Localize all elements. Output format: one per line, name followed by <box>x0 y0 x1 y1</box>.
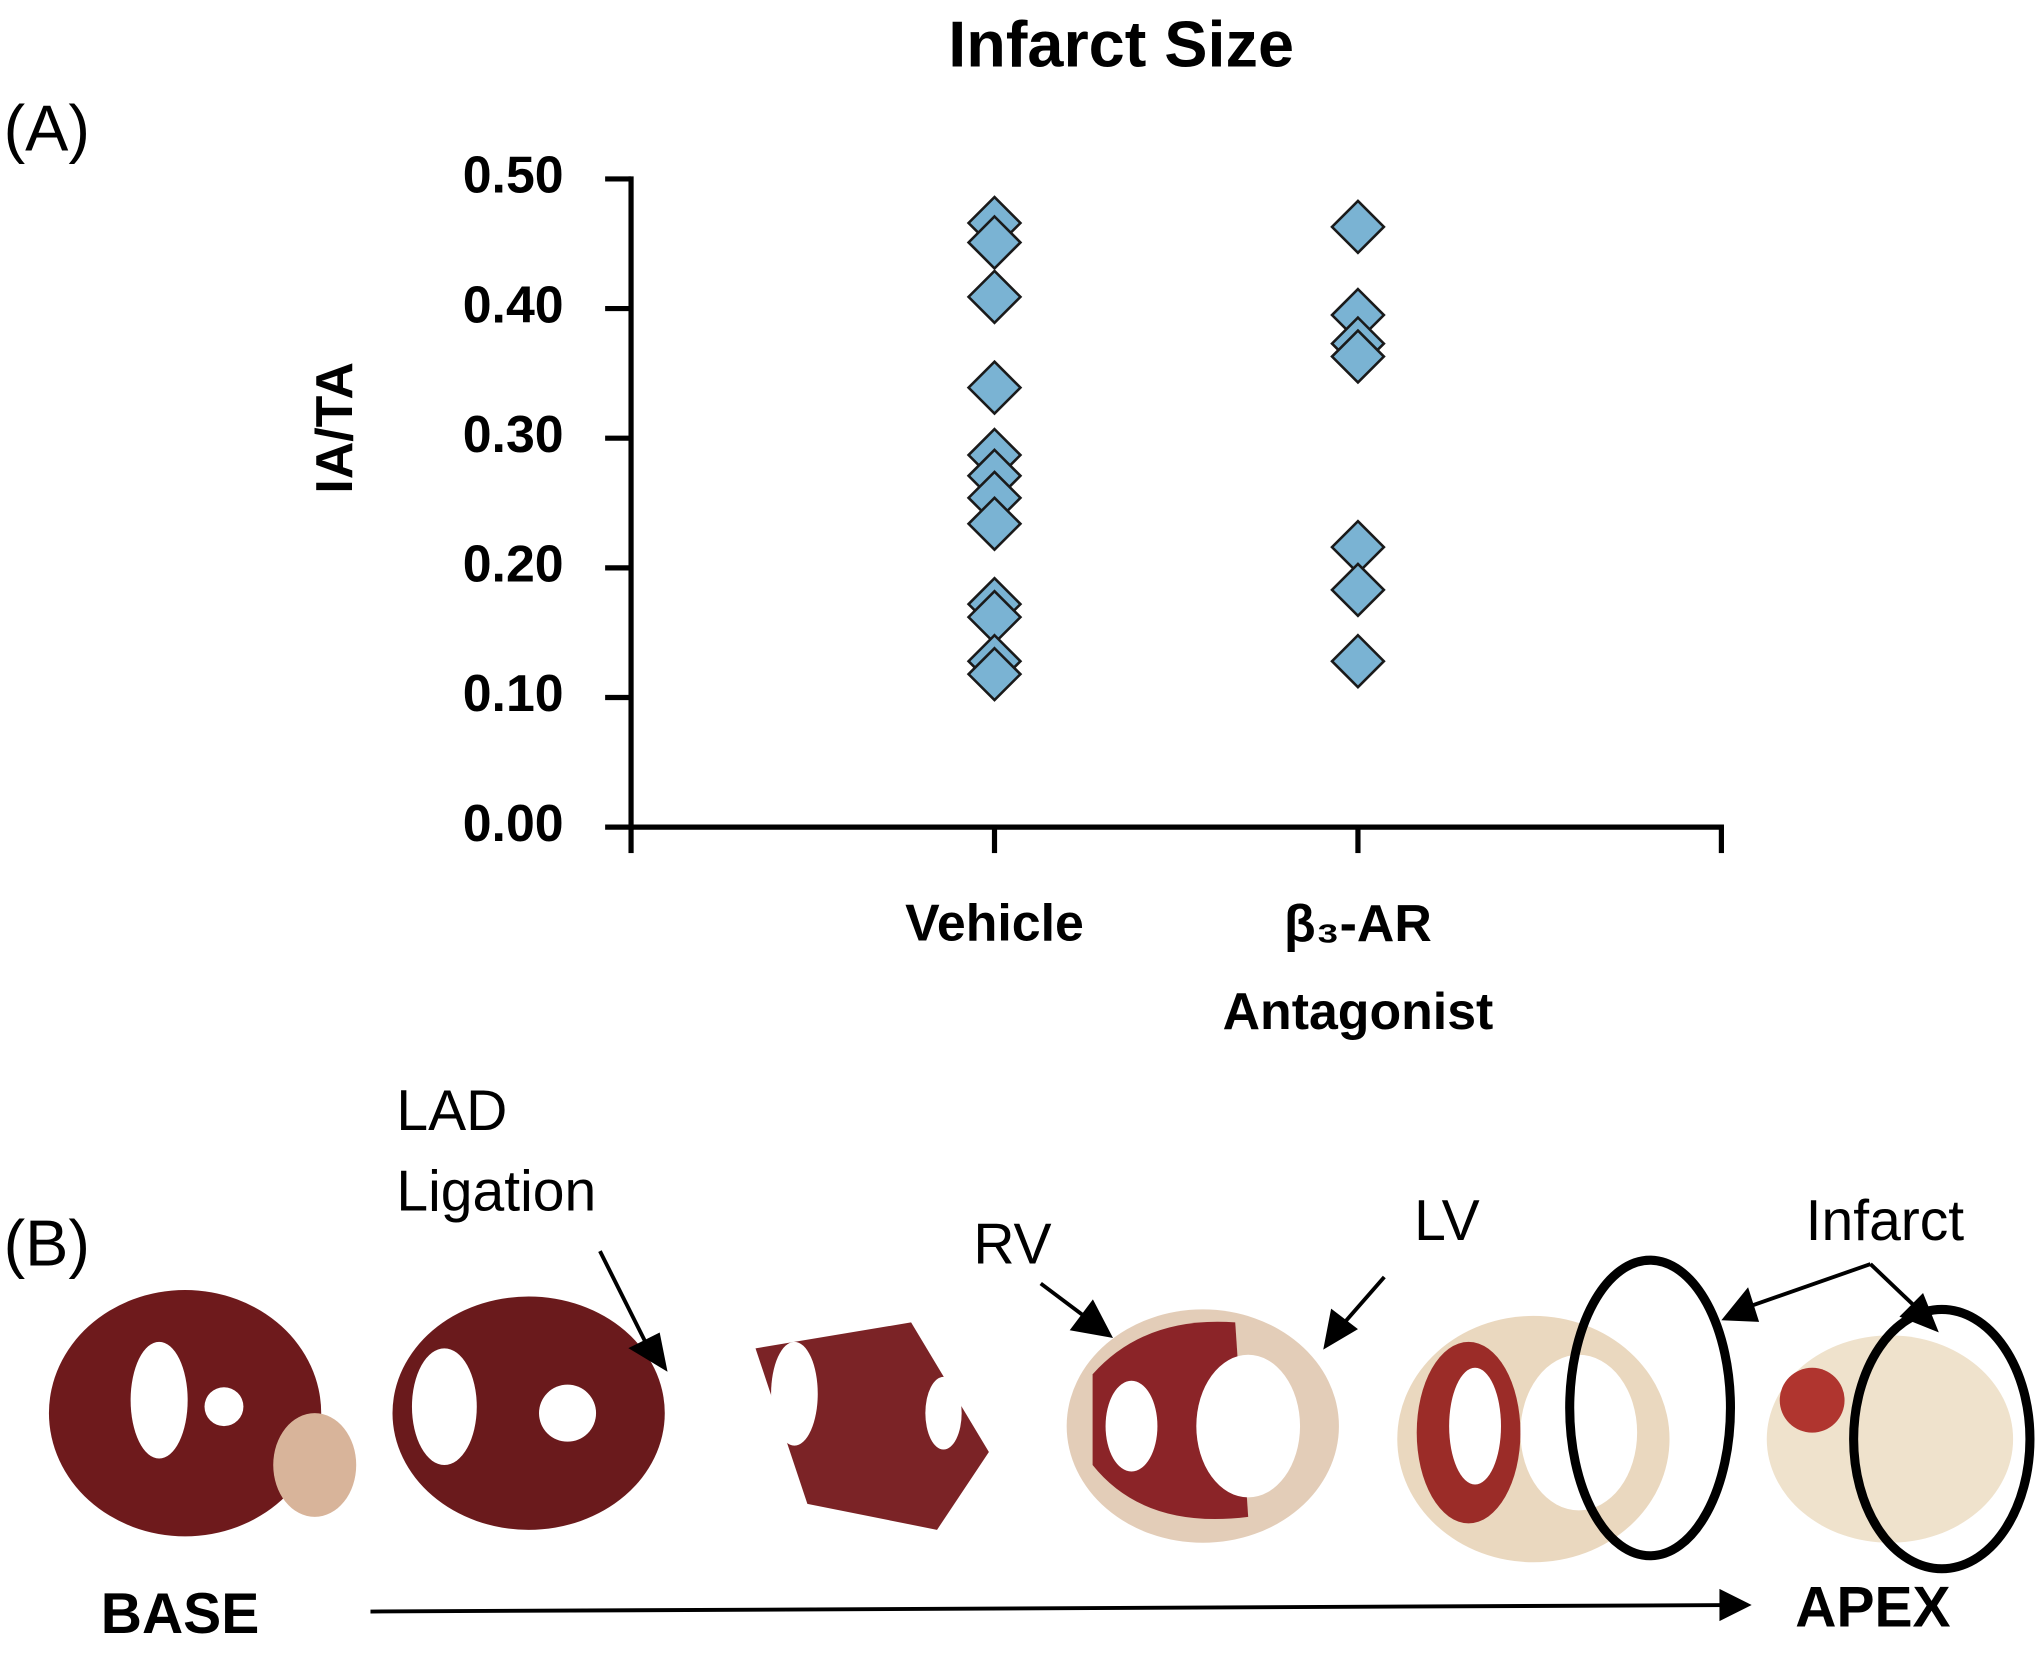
y-tick-label: 0.20 <box>463 535 564 593</box>
annotation: LV <box>1414 1189 1480 1253</box>
point <box>1330 199 1386 255</box>
point <box>966 214 1023 271</box>
point <box>1330 328 1386 385</box>
point <box>966 646 1023 702</box>
y-axis-label: IA/TA <box>305 362 363 494</box>
point <box>966 359 1023 416</box>
chart-title: Infarct Size <box>948 7 1294 80</box>
annotation: Infarct <box>1806 1189 1965 1253</box>
point <box>966 496 1023 552</box>
y-tick-label: 0.30 <box>463 405 564 463</box>
panel-label: (A) <box>4 92 90 165</box>
panel-label: (B) <box>4 1207 90 1280</box>
point <box>966 269 1023 325</box>
y-tick-label: 0.00 <box>463 794 564 852</box>
y-tick-label: 0.10 <box>463 664 564 722</box>
x-tick-label: Vehicle <box>905 894 1084 952</box>
y-tick-label: 0.40 <box>463 275 564 333</box>
y-tick-label: 0.50 <box>463 146 564 204</box>
point <box>1330 633 1386 689</box>
point <box>1330 562 1386 618</box>
annotation: Ligation <box>396 1159 596 1223</box>
annotation: BASE <box>101 1582 259 1646</box>
heart-slices <box>48 1255 2035 1574</box>
annotation: RV <box>973 1213 1051 1277</box>
arrows <box>370 1250 1939 1622</box>
annotation: LAD <box>396 1079 507 1143</box>
plot: 0.00 0.10 0.20 0.30 0.40 0.50 Vehicle β₃-AR Anta… <box>463 146 1724 1040</box>
annotation: APEX <box>1795 1576 1950 1640</box>
x-tick-label: β₃-AR Antagonist <box>1223 894 1494 1040</box>
